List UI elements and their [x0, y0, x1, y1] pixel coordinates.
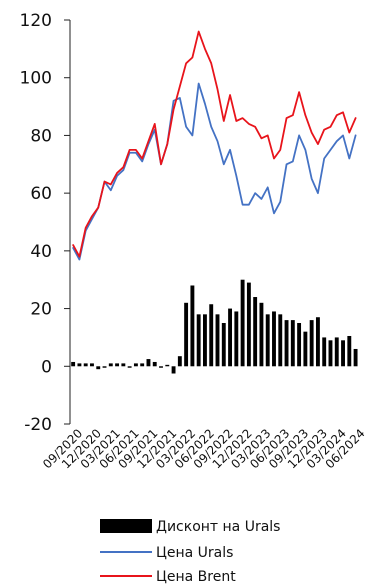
- price-lines: [72, 30, 357, 261]
- discount-bar: [290, 320, 295, 367]
- discount-bar: [184, 302, 189, 367]
- discount-bar: [240, 279, 245, 367]
- discount-bar: [115, 363, 120, 367]
- legend-swatch-discount: [100, 519, 152, 533]
- discount-bar: [140, 363, 145, 367]
- discount-bar: [253, 297, 258, 367]
- legend-label-discount: Дисконт на Urals: [156, 519, 280, 535]
- discount-bar: [159, 366, 163, 368]
- discount-bar: [77, 363, 82, 367]
- y-tick-label: -20: [24, 415, 52, 435]
- y-tick-label: 100: [20, 69, 52, 89]
- discount-bar: [284, 320, 289, 367]
- discount-bar: [328, 340, 333, 367]
- discount-bar: [152, 361, 157, 367]
- discount-bar: [203, 314, 207, 367]
- discount-bar: [228, 308, 232, 367]
- discount-bar: [303, 331, 308, 367]
- discount-bar: [322, 337, 327, 367]
- x-axis: 09/202012/202003/202106/202109/202112/20…: [40, 426, 368, 471]
- y-tick-label: 0: [41, 357, 52, 377]
- legend: Дисконт на Urals Цена Urals Цена Brent: [100, 519, 280, 585]
- discount-bar: [102, 366, 107, 368]
- discount-bar: [221, 323, 226, 367]
- y-tick-label: 60: [30, 184, 52, 204]
- discount-bar: [108, 363, 113, 367]
- discount-bar: [234, 311, 239, 367]
- discount-bar: [347, 335, 352, 367]
- brent-price-line: [72, 30, 357, 258]
- discount-bar: [71, 361, 76, 367]
- discount-bar: [96, 366, 101, 370]
- discount-bar: [90, 363, 94, 367]
- discount-bar: [246, 282, 251, 367]
- discount-bars: [71, 279, 358, 374]
- discount-bar: [196, 314, 201, 367]
- discount-bar: [278, 314, 283, 367]
- discount-bar: [334, 337, 339, 367]
- legend-label-urals: Цена Urals: [156, 545, 233, 561]
- discount-bar: [265, 314, 270, 367]
- discount-bar: [83, 363, 88, 367]
- discount-bar: [121, 363, 126, 367]
- discount-bar: [353, 348, 358, 367]
- discount-bar: [215, 314, 220, 367]
- legend-label-brent: Цена Brent: [156, 569, 236, 585]
- discount-bar: [309, 320, 314, 367]
- discount-bar: [315, 317, 320, 367]
- discount-bar: [171, 366, 176, 374]
- y-tick-label: 20: [30, 300, 52, 320]
- discount-bar: [146, 359, 151, 367]
- discount-bar: [177, 356, 182, 367]
- discount-bar: [133, 363, 138, 367]
- discount-bar: [341, 340, 345, 367]
- urals-price-line: [72, 82, 357, 261]
- discount-bar: [190, 285, 195, 367]
- discount-bar: [297, 323, 302, 367]
- y-tick-label: 120: [20, 11, 52, 31]
- discount-bar: [209, 304, 214, 367]
- y-tick-label: 40: [30, 242, 52, 262]
- discount-bar: [127, 366, 132, 368]
- discount-bar: [272, 311, 276, 367]
- y-axis: -20 0 20 40 60 80 100 120: [20, 11, 71, 435]
- discount-bar: [259, 302, 264, 367]
- y-tick-label: 80: [30, 126, 52, 146]
- discount-bar: [165, 364, 170, 367]
